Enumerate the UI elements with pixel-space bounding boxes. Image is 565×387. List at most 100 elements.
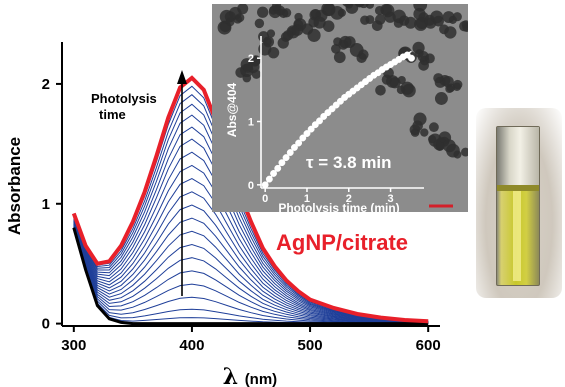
inset-data-point-13 — [316, 117, 323, 125]
inset-ticks-group: 0 1 2 3 0 1 2 — [248, 53, 394, 205]
inset-x-tick-label-2: 2 — [346, 193, 352, 205]
tem-particle-138 — [375, 85, 386, 96]
tem-particle-7 — [217, 20, 232, 35]
tem-particle-100 — [452, 79, 463, 90]
tem-particle-32 — [322, 20, 335, 32]
tem-particle-96 — [415, 49, 424, 58]
tem-particle-54 — [404, 16, 417, 29]
tem-particle-6 — [235, 13, 245, 23]
photolysis-arrow-head — [177, 70, 187, 84]
tem-particle-14 — [254, 18, 265, 29]
y-axis-label: Absorbance — [5, 137, 24, 235]
tem-particle-39 — [365, 15, 375, 24]
lambda-symbol: λ — [223, 364, 238, 387]
inset-data-point-35 — [408, 54, 415, 62]
tem-particle-8 — [219, 9, 234, 24]
inset-y-tick-label-1: 1 — [248, 117, 254, 129]
inset-data-point-4 — [278, 159, 286, 167]
tem-particle-60 — [413, 4, 428, 12]
tau-annotation: τ = 3.8 min — [306, 153, 392, 172]
inset-kinetics-plot: 0 1 2 3 0 1 2 Abs@404 Photolysis time (min) τ … — [212, 4, 468, 215]
inset-data-point-2 — [270, 169, 277, 177]
intermediate-spectrum-6 — [73, 222, 429, 324]
tem-particle-142 — [400, 81, 414, 95]
photolysis-annotation-line2: time — [99, 107, 126, 122]
inset-data-point-1 — [265, 175, 273, 183]
inset-particle-texture — [217, 4, 468, 159]
cuvette-photo — [476, 108, 562, 298]
x-axis-label: λ (nm) — [223, 364, 277, 387]
inset-y-tick-label-0: 0 — [248, 180, 254, 192]
photolysis-annotation-line1: Photolysis — [91, 91, 157, 106]
intermediate-spectrum-3 — [73, 225, 429, 324]
intermediate-spectrum-11 — [73, 178, 429, 323]
tem-particle-52 — [384, 11, 396, 23]
x-axis-unit: (nm) — [245, 371, 278, 387]
tem-particle-114 — [428, 135, 437, 144]
x-tick-label-300: 300 — [61, 337, 86, 354]
inset-data-point-10 — [303, 130, 311, 137]
intermediate-spectrum-8 — [73, 217, 429, 324]
x-tick-label-500: 500 — [298, 337, 323, 354]
tem-particle-129 — [235, 67, 246, 78]
x-tick-label-600: 600 — [416, 337, 441, 354]
inset-data-point-5 — [282, 154, 290, 162]
y-tick-label-2: 2 — [42, 76, 50, 93]
tem-particle-44 — [358, 4, 369, 9]
tem-particle-124 — [436, 141, 445, 151]
inset-data-point-0 — [261, 181, 269, 189]
intermediate-spectrum-7 — [73, 222, 429, 324]
cuvette-reflection — [513, 191, 521, 281]
tem-particle-34 — [337, 8, 346, 17]
tem-particle-107 — [446, 83, 456, 93]
tem-particle-102 — [434, 92, 448, 105]
cuvette-body — [496, 126, 540, 286]
x-tick-label-400: 400 — [179, 337, 204, 354]
tem-particle-132 — [251, 69, 262, 79]
inset-y-tick-label-2: 2 — [248, 53, 254, 65]
tem-particle-33 — [322, 4, 336, 17]
tem-particle-69 — [442, 11, 455, 24]
tem-particle-130 — [242, 73, 252, 83]
tem-particle-64 — [433, 15, 444, 27]
inset-data-point-7 — [290, 144, 298, 151]
tem-particle-98 — [418, 59, 429, 71]
cuvette-meniscus — [497, 185, 539, 191]
tem-particle-17 — [271, 4, 282, 11]
tem-particle-112 — [413, 112, 427, 126]
tem-particle-9 — [257, 6, 269, 18]
final-series-label: AgNP/citrate — [276, 230, 408, 255]
inset-points-group — [261, 51, 415, 189]
inset-data-point-9 — [299, 134, 307, 142]
tem-particle-35 — [313, 16, 326, 29]
tem-particle-89 — [333, 51, 346, 64]
y-tick-label-1: 1 — [42, 196, 50, 213]
tem-particle-46 — [371, 20, 383, 31]
inset-y-axis-label: Abs@404 — [225, 82, 239, 137]
intermediate-spectrum-2 — [73, 226, 429, 324]
initial-spectrum — [72, 227, 429, 326]
tem-particle-125 — [442, 139, 456, 153]
inset-x-axis-label: Photolysis time (min) — [278, 201, 399, 215]
tem-particle-76 — [266, 29, 276, 38]
tem-particle-87 — [349, 43, 364, 57]
inset-x-tick-label-1: 1 — [304, 193, 310, 205]
tem-particle-77 — [277, 37, 289, 49]
cuvette-headspace — [497, 127, 539, 185]
tem-particle-71 — [459, 20, 468, 32]
tem-particle-4 — [237, 4, 249, 15]
intermediate-spectrum-4 — [73, 224, 429, 324]
tem-particle-115 — [420, 128, 429, 137]
inset-data-point-11 — [307, 125, 315, 133]
tem-particle-131 — [243, 63, 253, 73]
tem-particle-26 — [301, 23, 314, 35]
tem-particle-117 — [461, 147, 468, 157]
inset-x-tick-label-0: 0 — [262, 193, 268, 205]
intermediate-spectrum-9 — [73, 204, 429, 323]
inset-data-point-3 — [274, 164, 282, 172]
y-tick-label-0: 0 — [42, 316, 50, 333]
tem-particle-88 — [338, 39, 349, 50]
inset-x-tick-label-3: 3 — [388, 193, 394, 205]
intermediate-spectrum-10 — [73, 191, 429, 323]
